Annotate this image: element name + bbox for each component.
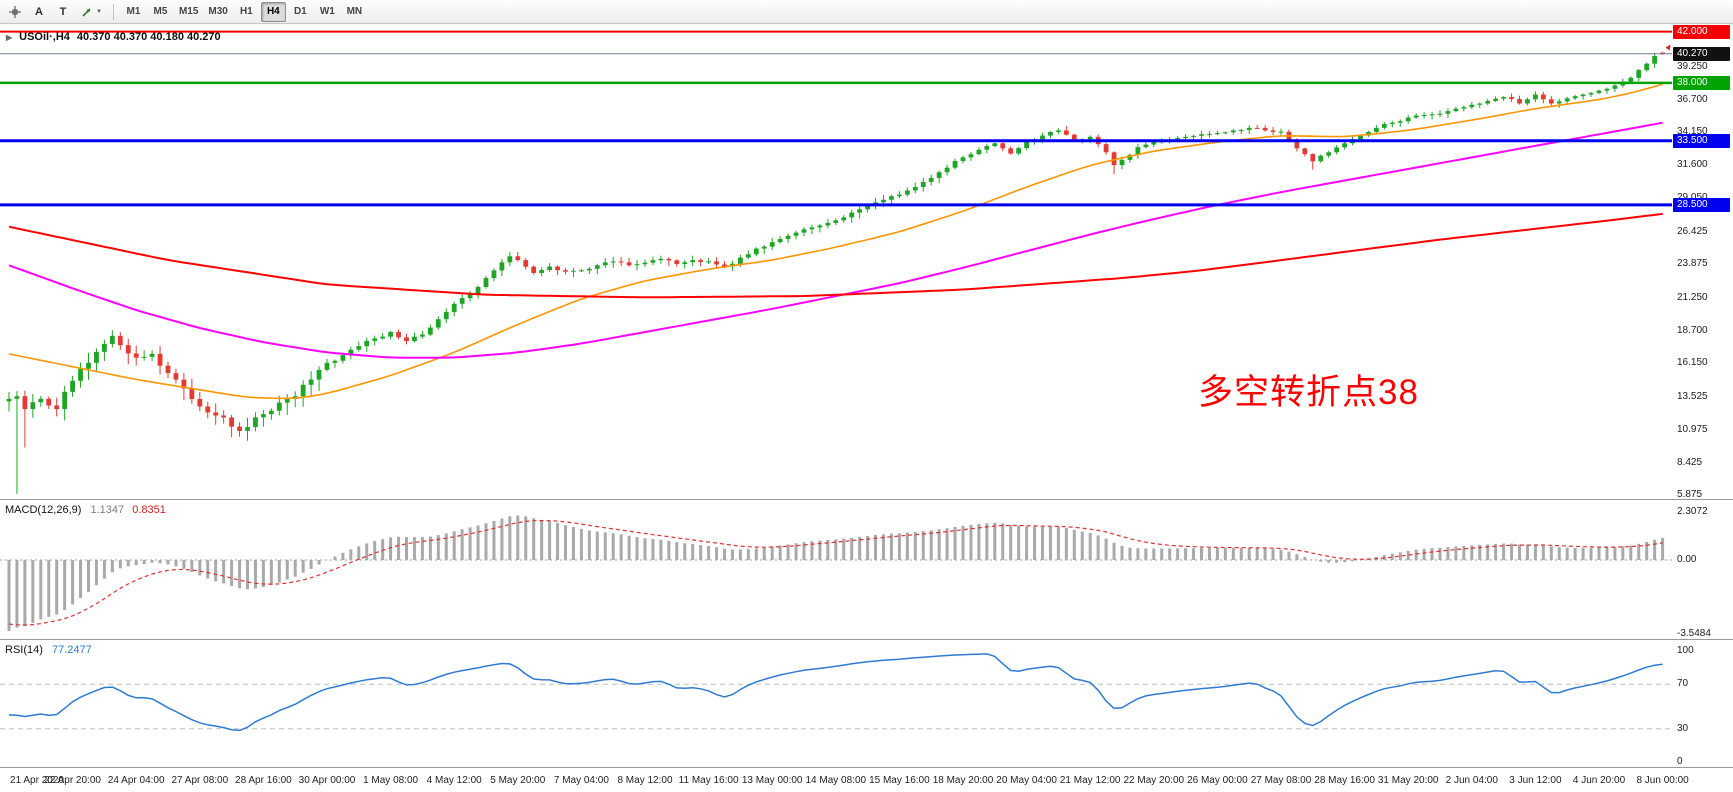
time-axis-label: 20 May 04:00 <box>996 775 1057 786</box>
rsi-indicator-label: RSI(14) 77.2477 <box>5 644 92 656</box>
rsi-value: 77.2477 <box>51 644 92 656</box>
macd-histogram <box>7 515 1665 632</box>
macd-indicator-label: MACD(12,26,9) 1.1347 0.8351 <box>5 504 166 516</box>
time-axis-label: 28 May 16:00 <box>1314 775 1375 786</box>
toolbar-separator <box>112 3 114 20</box>
price-axis-label: 8.425 <box>1677 456 1703 468</box>
time-axis-label: 21 May 12:00 <box>1059 775 1121 786</box>
slow-ma-line <box>8 212 1663 299</box>
current-price-badge: 40.270 <box>1673 46 1730 61</box>
price-level-badge: 28.500 <box>1673 197 1730 212</box>
arrow-objects-button[interactable]: ▼ <box>76 2 106 22</box>
timeframe-m1-button[interactable]: M1 <box>126 6 141 17</box>
price-axis-label: 36.700 <box>1677 93 1708 105</box>
one-click-trading-toggle[interactable]: ▶ <box>6 32 13 42</box>
price-axis-label: 21.250 <box>1677 292 1708 303</box>
text-label-tool-button[interactable]: A <box>35 5 43 18</box>
chart-symbol-period: USOil·,H4 <box>19 31 70 43</box>
time-axis-label: 1 May 08:00 <box>363 775 419 786</box>
timeframe-mn-button[interactable]: MN <box>346 6 363 17</box>
price-axis-label: 10.975 <box>1677 423 1708 435</box>
price-axis-label: 5.875 <box>1677 489 1703 501</box>
price-axis[interactable]: 39.250 36.700 34.150 31.600 29.050 26.425 23.8… <box>1672 0 1733 792</box>
timeframe-h1-button[interactable]: H1 <box>239 6 253 17</box>
arrow-tool-icon <box>82 7 91 17</box>
time-axis-label: 8 May 12:00 <box>617 775 673 786</box>
time-axis-label: 28 Apr 16:00 <box>235 775 292 786</box>
time-axis-label: 8 Jun 00:00 <box>1636 775 1689 786</box>
timeframe-m30-button[interactable]: M30 <box>208 6 228 17</box>
price-axis-label: 13.525 <box>1677 391 1708 403</box>
price-level-badge: 38.000 <box>1673 75 1730 90</box>
crosshair-icon <box>9 5 21 18</box>
time-axis-label: 24 Apr 04:00 <box>107 775 165 786</box>
time-axis-label: 11 May 16:00 <box>678 775 739 786</box>
time-axis-label: 27 Apr 08:00 <box>171 775 229 786</box>
time-axis-label: 13 May 00:00 <box>741 775 803 786</box>
time-axis-label: 14 May 08:00 <box>805 775 867 786</box>
horizontal-level-lines[interactable] <box>0 30 1672 207</box>
time-axis-label: 18 May 20:00 <box>932 775 994 786</box>
time-axis-label: 4 Jun 20:00 <box>1572 775 1626 786</box>
price-level-badge: 33.500 <box>1673 133 1730 148</box>
price-axis-label: 39.250 <box>1677 60 1708 72</box>
rsi-line <box>8 653 1663 732</box>
price-axis-label: 29.050 <box>1677 192 1708 204</box>
time-axis-label: 2 Jun 04:00 <box>1445 775 1498 786</box>
time-axis-label: 5 May 20:00 <box>490 775 546 786</box>
time-axis-label: 27 May 08:00 <box>1250 775 1312 786</box>
time-axis-label: 22 May 20:00 <box>1123 775 1185 786</box>
price-axis-label: 26.425 <box>1677 225 1708 237</box>
medium-ma-line <box>8 121 1663 359</box>
chart-annotation-text[interactable]: 多空转折点38 <box>1198 373 1419 412</box>
timeframe-m15-button[interactable]: M15 <box>178 6 199 17</box>
time-axis-label: 30 Apr 00:00 <box>298 775 356 786</box>
rsi-axis-label: 30 <box>1677 722 1689 734</box>
time-axis[interactable]: 21 Apr 2020 22 Apr 20:00 24 Apr 04:00 27 Ap… <box>0 768 1733 792</box>
timeframe-w1-button[interactable]: W1 <box>319 6 335 17</box>
chart-ohlc-values: 40.370 40.370 40.180 40.270 <box>76 31 221 43</box>
fast-ma-line <box>8 83 1663 400</box>
price-marker-icon <box>1665 44 1671 51</box>
macd-axis-label: 0.00 <box>1677 554 1697 565</box>
macd-signal-line <box>8 519 1663 626</box>
macd-signal-value: 0.8351 <box>132 504 166 516</box>
macd-axis-label: -3.5484 <box>1677 627 1711 639</box>
chart-title: ▶ USOil·,H4 40.370 40.370 40.180 40.270 <box>6 31 221 43</box>
time-axis-label: 22 Apr 20:00 <box>44 775 101 786</box>
time-axis-label: 7 May 04:00 <box>553 775 609 786</box>
price-level-badge: 42.000 <box>1673 24 1730 39</box>
rsi-axis-label: 100 <box>1677 645 1694 656</box>
text-tool-button[interactable]: T <box>59 5 67 18</box>
time-axis-label: 31 May 20:00 <box>1377 775 1439 786</box>
timeframe-m5-button[interactable]: M5 <box>153 6 168 17</box>
time-axis-label: 26 May 00:00 <box>1187 775 1248 786</box>
toolbar: A T ▼ M1 M5 M15 M30 H1 H4 D1 W1 MN <box>0 0 1733 24</box>
rsi-name: RSI(14) <box>5 644 43 656</box>
macd-name: MACD(12,26,9) <box>5 504 82 516</box>
macd-value: 1.1347 <box>90 504 125 516</box>
candlesticks[interactable] <box>6 52 1665 494</box>
time-axis-label: 3 Jun 12:00 <box>1509 775 1562 786</box>
macd-axis-label: 2.3072 <box>1677 506 1708 517</box>
time-axis-label: 4 May 12:00 <box>426 775 482 786</box>
price-axis-label: 34.150 <box>1677 126 1708 138</box>
price-axis-label: 16.150 <box>1677 357 1708 369</box>
rsi-axis-label: 70 <box>1677 678 1689 690</box>
timeframe-h4-button[interactable]: H4 <box>260 1 286 22</box>
price-axis-label: 18.700 <box>1677 324 1708 336</box>
price-axis-label: 31.600 <box>1677 159 1708 171</box>
time-axis-label: 15 May 16:00 <box>869 775 930 786</box>
price-axis-label: 23.875 <box>1677 258 1708 270</box>
rsi-axis-label: 0 <box>1677 756 1683 767</box>
timeframe-d1-button[interactable]: D1 <box>293 6 307 17</box>
crosshair-tool-button[interactable] <box>4 2 26 22</box>
time-axis-label: 21 Apr 2020 <box>10 775 64 786</box>
dropdown-caret-icon: ▼ <box>96 8 102 15</box>
